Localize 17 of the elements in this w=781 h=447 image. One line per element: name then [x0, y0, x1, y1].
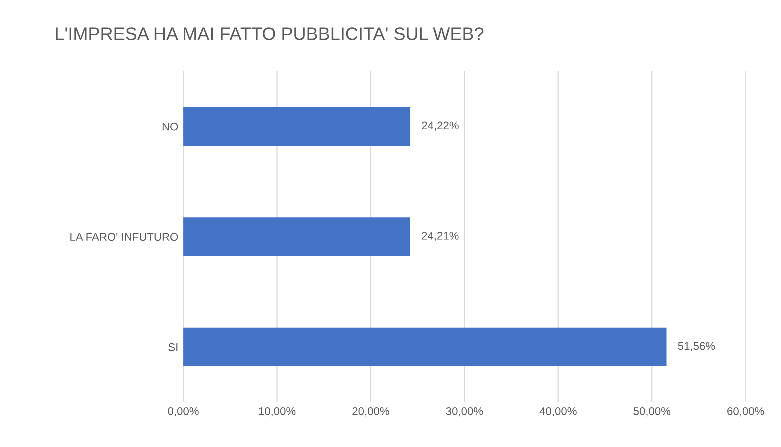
y-tick-label: LA FARO' INFUTURO	[70, 233, 178, 242]
x-tick-label: 60,00%	[728, 407, 764, 417]
x-tick-label: 20,00%	[352, 407, 390, 417]
data-label: 51,56%	[678, 342, 716, 352]
chart-title: L'IMPRESA HA MAI FATTO PUBBLICITA' SUL WEB?	[56, 28, 484, 40]
x-tick-label: 30,00%	[446, 407, 484, 417]
bar	[184, 218, 410, 256]
x-tick-label: 50,00%	[634, 407, 671, 417]
data-label: 24,21%	[422, 232, 459, 242]
bar	[184, 107, 411, 146]
data-label: 24,22%	[422, 122, 459, 131]
x-tick-label: 0,00%	[168, 407, 199, 417]
y-tick-label: NO	[162, 122, 178, 131]
y-tick-label: SI	[168, 343, 178, 352]
x-tick-label: 10,00%	[259, 407, 296, 417]
x-tick-label: 40,00%	[540, 407, 577, 417]
bar	[184, 328, 667, 366]
